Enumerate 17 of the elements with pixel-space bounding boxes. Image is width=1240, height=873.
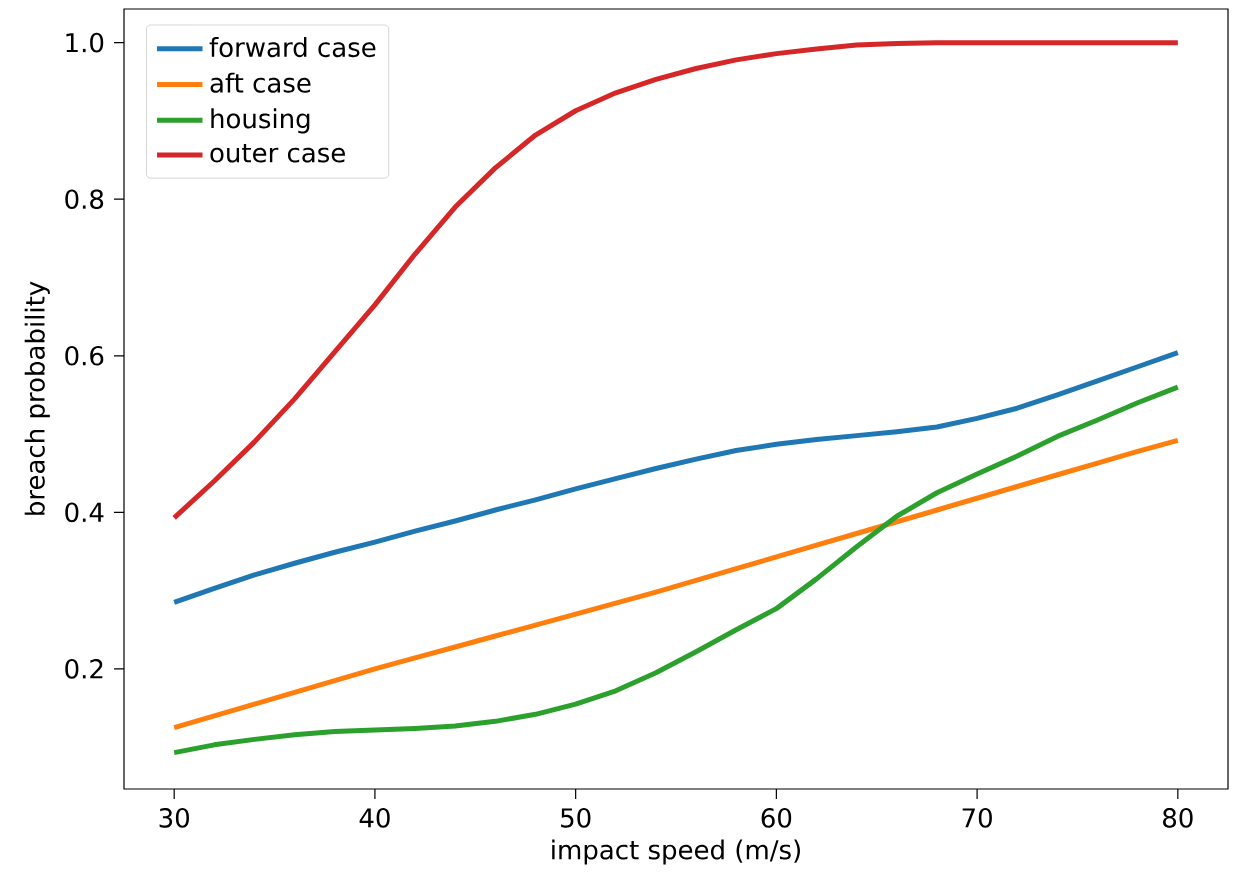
legend-label: forward case (209, 36, 376, 57)
legend-label: outer case (210, 143, 345, 163)
y-tick-label: 0.8 (65, 189, 104, 209)
y-tick-label: 0.2 (65, 658, 103, 679)
y-tick-label: 0.4 (65, 502, 104, 523)
x-axis-title: impact speed (m/s) (552, 839, 800, 865)
x-tick-label: 50 (561, 807, 591, 828)
x-tick-label: 80 (1163, 807, 1193, 828)
x-tick-label: 40 (359, 807, 390, 828)
y-axis-title: breach probability (24, 281, 50, 515)
y-tick-label: 0.6 (65, 345, 104, 366)
legend-label: aft case (210, 72, 311, 93)
x-tick-label: 60 (761, 807, 792, 828)
y-tick-label: 1.0 (66, 32, 104, 53)
x-tick-label: 30 (159, 807, 189, 828)
legend-label: housing (211, 108, 310, 134)
x-tick-label: 70 (962, 807, 992, 828)
